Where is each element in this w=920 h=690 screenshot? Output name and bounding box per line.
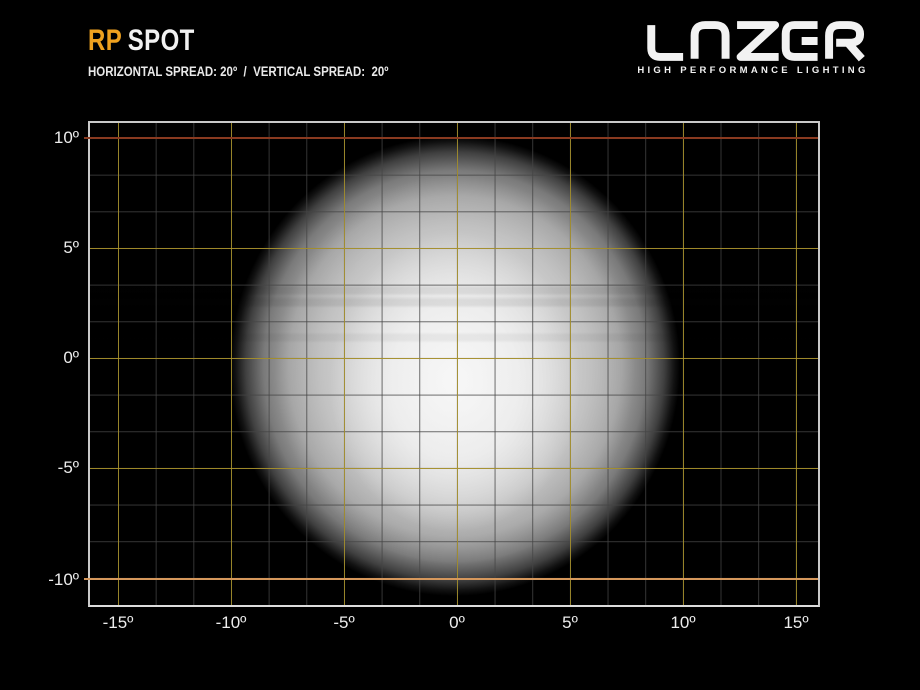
y-tick-label: 10º: [53, 128, 79, 147]
header: RP SPOT HORIZONTAL SPREAD: 20º / VERTICAL…: [88, 26, 441, 80]
minus10deg-line: [84, 578, 818, 580]
x-tick-label: -15º: [102, 613, 134, 632]
product-name: SPOT: [127, 24, 195, 57]
y-tick-label: 5º: [63, 238, 79, 257]
plus5deg-line: [90, 248, 818, 249]
grid-overlay: [90, 123, 818, 605]
x-tick-label: 0º: [449, 613, 465, 632]
lazer-wordmark-icon: [647, 21, 865, 62]
y-tick-label: -5º: [57, 458, 79, 477]
x-tick-label: 15º: [783, 613, 809, 632]
y-tick-label: -10º: [48, 570, 79, 589]
y-tick-label: 0º: [63, 348, 79, 367]
beam-plot-area: [84, 121, 820, 607]
product-code: RP: [88, 24, 123, 57]
spread-subtitle: HORIZONTAL SPREAD: 20º / VERTICAL SPREAD…: [88, 64, 389, 79]
x-tick-label: 10º: [670, 613, 696, 632]
page-title: RP SPOT: [88, 26, 371, 56]
x-tick-label: 5º: [562, 613, 578, 632]
plot-inner: [84, 123, 818, 605]
lazer-logo: HIGH PERFORMANCE LIGHTING: [628, 18, 878, 76]
minus5deg-line: [90, 468, 818, 469]
zero-deg-line: [90, 358, 818, 359]
x-tick-label: -5º: [333, 613, 355, 632]
x-tick-label: -10º: [215, 613, 247, 632]
plus10deg-line: [84, 137, 818, 139]
logo-tagline: HIGH PERFORMANCE LIGHTING: [637, 65, 869, 76]
